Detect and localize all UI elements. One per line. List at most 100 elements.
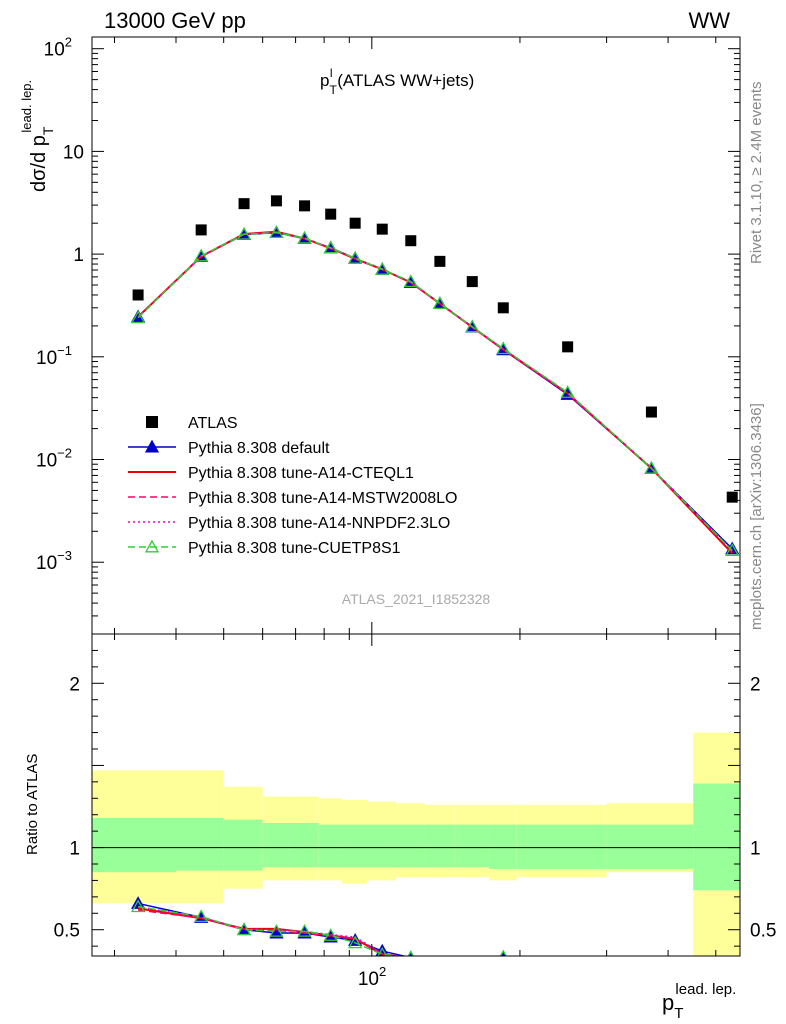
band-inner [175, 818, 224, 871]
band-inner [367, 824, 397, 868]
plot-title-rest: (ATLAS WW+jets) [332, 71, 474, 90]
data-point [376, 223, 388, 235]
data-point [466, 276, 478, 288]
mc-marker-cuetp8s1 [130, 310, 146, 324]
legend: ATLAS Pythia 8.308 default Pythia 8.308 tu… [128, 415, 457, 557]
legend-label-mstw: Pythia 8.308 tune-A14-MSTW2008LO [188, 490, 457, 507]
band-inner [92, 818, 176, 873]
ratio-line-default [137, 902, 408, 956]
band-inner [606, 824, 694, 869]
y-tick-label: 10−2 [36, 446, 72, 472]
data-point [405, 235, 417, 247]
ratio-marker-default [407, 950, 414, 956]
ratio-frame [91, 633, 741, 957]
data-point [238, 198, 250, 210]
data-point [562, 341, 574, 353]
ratio-marker-cuetp8s1 [194, 909, 209, 923]
y-tick-label-exp: −3 [57, 548, 72, 563]
data-point [195, 224, 207, 236]
mc-marker-cuetp8s1 [465, 319, 480, 333]
ratio-y-label: Ratio to ATLAS [24, 754, 41, 855]
y-tick-label: 102 [44, 35, 72, 61]
x-tick-label-exp: 2 [379, 964, 386, 979]
ratio-y-tick-label-right: 0.5 [750, 921, 776, 942]
mc-marker-cuetp8s1 [375, 262, 390, 275]
legend-label-data: ATLAS [188, 415, 238, 432]
header-right: WW [688, 8, 730, 33]
ratio-marker-default [269, 925, 284, 939]
ratio-marker-cuetp8s1 [130, 899, 146, 913]
ratio-line-cuetp8s1 [137, 905, 404, 956]
plot-title-sub: T [329, 83, 337, 97]
ratio-marker-cuetp8s1 [348, 935, 363, 949]
y-tick-label: 10−1 [36, 343, 72, 369]
ratio-marker-cuetp8s1 [236, 922, 252, 936]
x-axis-label-sup: lead. lep. [675, 981, 736, 998]
y-tick-label-main: 10 [36, 451, 57, 472]
ratio-y-tick-label: 1 [69, 839, 80, 860]
mc-line-cuetp8s1 [137, 231, 733, 552]
data-point [299, 200, 311, 212]
mc-marker-cuetp8s1 [194, 248, 209, 262]
band-inner [693, 783, 740, 891]
y-tick-label-exp: −2 [57, 446, 72, 461]
x-tick-label: 102 [358, 964, 386, 990]
data-point [645, 406, 657, 418]
data-point [132, 289, 144, 301]
y-tick-label-main: 1 [73, 245, 84, 266]
ratio-y-tick-label-right: 2 [750, 674, 761, 695]
mc-marker-cuetp8s1 [236, 226, 252, 240]
data-point [497, 302, 509, 314]
y-tick-label-main: 10 [63, 142, 84, 163]
band-inner [262, 822, 290, 868]
ratio-marker-default [501, 951, 506, 956]
plot-title-main: p [320, 71, 329, 90]
mc-marker-cuetp8s1 [496, 341, 511, 355]
band-inner [289, 822, 319, 868]
mc-marker-cuetp8s1 [560, 385, 575, 398]
header-left: 13000 GeV pp [104, 8, 246, 33]
ratio-marker-cuetp8s1 [323, 928, 338, 941]
ratio-marker-cuetp8s1 [269, 924, 284, 937]
y-tick-label-main: 10 [36, 348, 57, 369]
data-point [325, 208, 337, 220]
data-point [726, 491, 738, 503]
band-inner [424, 824, 455, 868]
y-axis-label: dσ/d pTlead. lep. [19, 80, 56, 192]
mc-marker-cuetp8s1 [323, 240, 338, 254]
band-inner [516, 824, 607, 869]
legend-label-cteql1: Pythia 8.308 tune-A14-CTEQL1 [188, 465, 414, 482]
ratio-marker-cuetp8s1 [297, 924, 312, 937]
data-point [270, 195, 282, 207]
y-tick-label: 1 [73, 245, 84, 266]
mc-marker-cuetp8s1 [644, 461, 659, 474]
ratio-y-tick-label: 2 [69, 674, 80, 695]
y-tick-label-main: 10 [36, 553, 57, 574]
y-tick-label-exp: −1 [57, 343, 72, 358]
y-tick-label-main: 10 [44, 40, 65, 61]
ratio-line-mstw [138, 909, 404, 956]
band-inner [454, 824, 489, 868]
legend-marker-data [146, 416, 158, 428]
x-tick-label-main: 10 [358, 969, 379, 990]
mcplots-label: mcplots.cern.ch [arXiv:1306.3436] [748, 403, 765, 630]
y-tick-label: 10−3 [36, 548, 72, 574]
data-point [349, 217, 361, 229]
band-inner [342, 824, 368, 868]
y-axis-label-main: dσ/d p [28, 135, 50, 192]
mc-marker-cuetp8s1 [269, 225, 284, 239]
ratio-y-tick-label: 0.5 [54, 921, 80, 942]
ratio-marker-cuetp8s1 [377, 947, 388, 956]
x-axis-label: pTlead. lep. [662, 981, 736, 1022]
y-tick-label: 10 [63, 142, 84, 163]
mc-marker-cuetp8s1 [725, 543, 740, 556]
mc-marker-cuetp8s1 [403, 274, 418, 288]
band-inner [396, 824, 425, 868]
y-axis-label-sub: T [40, 126, 56, 135]
ratio-y-tick-label-right: 1 [750, 839, 761, 860]
mc-marker-cuetp8s1 [348, 250, 363, 264]
plot-title-sup: l [330, 66, 333, 80]
